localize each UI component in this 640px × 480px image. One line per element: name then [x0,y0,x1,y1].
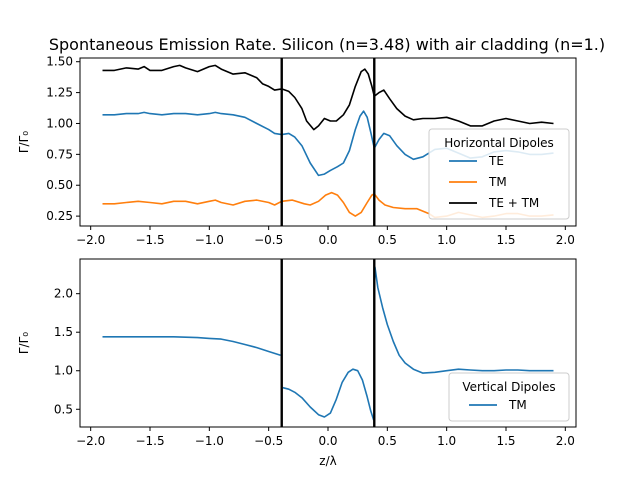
x-tick-label: 2.0 [556,233,575,247]
x-tick-label: −1.5 [135,233,164,247]
x-tick-label: −0.5 [254,233,283,247]
x-tick-label: 0.5 [378,434,397,448]
x-tick-label: 1.5 [496,434,515,448]
y-tick-label: 1.0 [54,364,73,378]
y-tick-label: 2.0 [54,287,73,301]
legend-box [428,128,570,220]
legend: Vertical Dipoles TM [448,372,570,422]
y-axis-label: Γ/Γ₀ [17,131,31,153]
y-tick-label: 1.25 [46,86,73,100]
x-tick-label: −1.0 [195,233,224,247]
bottom-plot: −2.0 −1.5 −1.0 −0.5 0.0 0.5 1.0 1.5 2.0 0.5 1.0 1.5… [17,258,577,468]
figure-title: Spontaneous Emission Rate. Silicon (n=3.… [49,35,605,54]
x-tick-label: 1.0 [437,434,456,448]
y-tick-label: 0.75 [46,147,73,161]
series-line-tm-seg-2 [374,266,554,374]
series-line-tm-seg-1 [282,368,375,421]
series-line-tm-seg-0 [102,336,281,357]
x-tick-label: 0.0 [318,233,337,247]
x-tick-label: 1.5 [496,233,515,247]
x-tick-label: 0.0 [318,434,337,448]
legend-label-tm: TM [508,398,527,412]
x-axis-label: z/λ [319,454,336,468]
x-tick-label: −2.0 [76,434,105,448]
y-tick-label: 1.5 [54,325,73,339]
y-axis-label: Γ/Γ₀ [17,332,31,354]
x-tick-label: −2.0 [76,233,105,247]
y-tick-label: 1.50 [46,55,73,69]
x-tick-label: −1.5 [135,434,164,448]
legend-label-te: TE [488,154,504,168]
x-tick-label: −0.5 [254,434,283,448]
legend-box [448,372,570,422]
x-tick-label: 1.0 [437,233,456,247]
x-tick-label: 2.0 [556,434,575,448]
legend-label-tm: TM [488,175,507,189]
legend-title: Vertical Dipoles [462,380,555,394]
top-plot: −2.0 −1.5 −1.0 −0.5 0.0 0.5 1.0 1.5 2.0 0.25 0.50 0… [17,55,577,247]
y-tick-label: 0.5 [54,402,73,416]
y-tick-label: 0.50 [46,178,73,192]
legend-label-te-tm: TE + TM [488,196,539,210]
x-tick-label: −1.0 [195,434,224,448]
legend-title: Horizontal Dipoles [444,136,554,150]
y-tick-label: 1.00 [46,116,73,130]
series-line-te-tm [102,64,554,131]
x-tick-label: 0.5 [378,233,397,247]
y-tick-label: 0.25 [46,209,73,223]
legend: Horizontal Dipoles TE TM TE + TM [428,128,570,220]
